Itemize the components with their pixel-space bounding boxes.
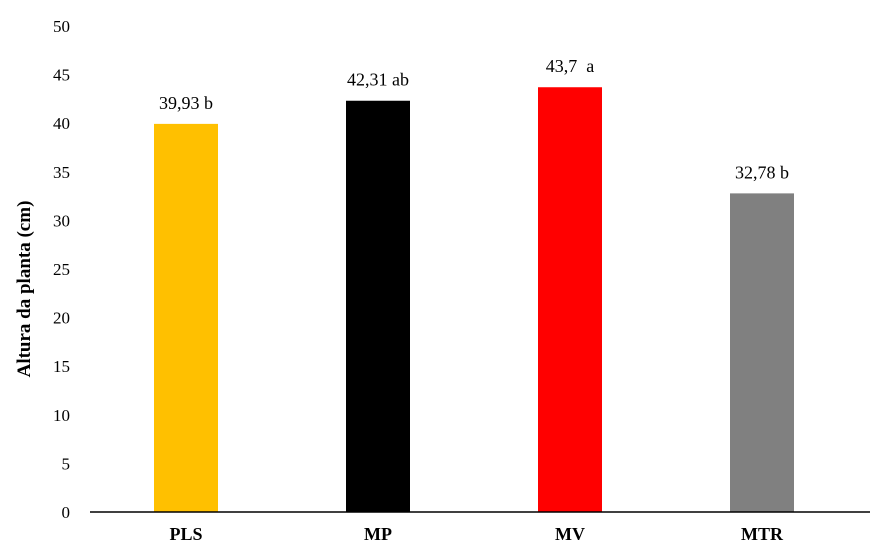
bars-group bbox=[154, 87, 794, 513]
bar-mp bbox=[346, 100, 410, 513]
y-tick-label: 25 bbox=[53, 260, 70, 279]
y-tick-label: 15 bbox=[53, 357, 70, 376]
y-tick-label: 10 bbox=[53, 406, 70, 425]
category-label-mtr: MTR bbox=[741, 524, 784, 544]
category-labels-group: PLS MP MV MTR bbox=[169, 524, 784, 544]
bar-mv bbox=[538, 87, 602, 513]
data-labels-group: 39,93 b 42,31 ab 43,7 a 32,78 b bbox=[159, 56, 789, 182]
category-label-mv: MV bbox=[555, 524, 585, 544]
bar-pls bbox=[154, 123, 218, 512]
data-label-mp: 42,31 ab bbox=[347, 70, 409, 90]
y-tick-label: 20 bbox=[53, 309, 70, 328]
data-label-mtr: 32,78 b bbox=[735, 162, 789, 182]
y-axis-title: Altura da planta (cm) bbox=[14, 201, 35, 378]
y-tick-label: 35 bbox=[53, 163, 70, 182]
y-tick-label: 5 bbox=[62, 454, 71, 473]
y-tick-label: 45 bbox=[53, 66, 70, 85]
bar-mtr bbox=[730, 193, 794, 512]
category-label-mp: MP bbox=[364, 524, 392, 544]
category-label-pls: PLS bbox=[169, 524, 202, 544]
y-axis-ticks: 0 5 10 15 20 25 30 35 40 45 50 bbox=[53, 17, 70, 522]
y-tick-label: 40 bbox=[53, 114, 70, 133]
y-tick-label: 30 bbox=[53, 211, 70, 230]
data-label-mv: 43,7 a bbox=[546, 56, 595, 76]
data-label-pls: 39,93 b bbox=[159, 93, 213, 113]
y-tick-label: 50 bbox=[53, 17, 70, 36]
y-tick-label: 0 bbox=[62, 503, 71, 522]
